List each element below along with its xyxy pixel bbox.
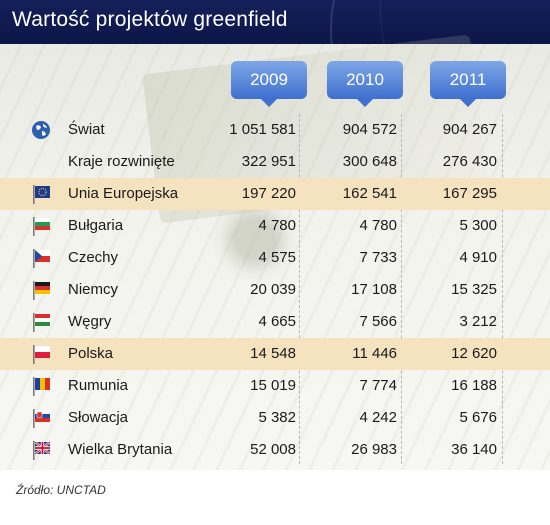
row-label: Unia Europejska	[68, 185, 179, 202]
row-label: Słowacja	[68, 409, 129, 426]
table-row: Świat 1 051 581 904 572 904 267	[0, 114, 550, 146]
row-label: Polska	[68, 345, 114, 362]
eu-flag-icon	[30, 183, 52, 205]
poland-flag-icon	[30, 343, 52, 365]
table-row: Słowacja 5 382 4 242 5 676	[0, 402, 550, 434]
bulgaria-flag-icon	[30, 215, 52, 237]
column-header-2010: 2010	[327, 61, 403, 107]
row-label: Bułgaria	[68, 217, 124, 234]
romania-flag-icon	[30, 375, 52, 397]
value-cell-2009: 322 951	[241, 153, 296, 170]
value-cell-2009: 15 019	[250, 377, 296, 394]
row-label: Wielka Brytania	[68, 441, 173, 458]
row-label: Rumunia	[68, 377, 129, 394]
value-cell-2011: 5 676	[459, 409, 497, 426]
header-decoration	[380, 0, 550, 44]
value-cell-2010: 11 446	[352, 345, 397, 362]
table-row: Węgry 4 665 7 566 3 212	[0, 306, 550, 338]
value-cell-2010: 7 733	[359, 249, 397, 266]
value-cell-2011: 16 188	[451, 377, 497, 394]
value-cell-2011: 904 267	[442, 121, 497, 138]
value-cell-2009: 20 039	[250, 281, 296, 298]
value-cell-2009: 52 008	[250, 441, 296, 458]
value-cell-2010: 7 566	[359, 313, 397, 330]
value-cell-2010: 4 242	[359, 409, 397, 426]
value-cell-2009: 4 665	[258, 313, 296, 330]
source-note: Źródło: UNCTAD	[16, 483, 106, 497]
row-label: Kraje rozwinięte	[68, 153, 175, 170]
value-cell-2010: 904 572	[342, 121, 397, 138]
header-bar: Wartość projektów greenfield	[0, 0, 550, 44]
value-cell-2009: 14 548	[250, 345, 296, 362]
table-row: Unia Europejska 197 220 162 541 167 295	[0, 178, 550, 210]
germany-flag-icon	[30, 279, 52, 301]
column-divider	[401, 114, 402, 464]
value-cell-2011: 4 910	[459, 249, 497, 266]
background-image	[0, 34, 550, 470]
row-label: Niemcy	[68, 281, 119, 298]
value-cell-2009: 4 575	[258, 249, 296, 266]
value-cell-2009: 1 051 581	[229, 121, 296, 138]
row-label: Węgry	[68, 313, 112, 330]
table-row: Kraje rozwinięte 322 951 300 648 276 430	[0, 146, 550, 178]
column-header-2009: 2009	[231, 61, 307, 107]
page-title: Wartość projektów greenfield	[12, 8, 288, 31]
value-cell-2010: 17 108	[351, 281, 397, 298]
value-cell-2010: 26 983	[351, 441, 397, 458]
value-cell-2010: 7 774	[359, 377, 397, 394]
value-cell-2011: 167 295	[442, 185, 497, 202]
table-row: Czechy 4 575 7 733 4 910	[0, 242, 550, 274]
value-cell-2011: 3 212	[459, 313, 497, 330]
table-row: Rumunia 15 019 7 774 16 188	[0, 370, 550, 402]
value-cell-2010: 162 541	[342, 185, 397, 202]
column-divider	[299, 114, 300, 464]
value-cell-2009: 197 220	[241, 185, 296, 202]
value-cell-2011: 15 325	[451, 281, 497, 298]
value-cell-2009: 4 780	[258, 217, 296, 234]
globe-icon	[30, 119, 52, 141]
czech-flag-icon	[30, 247, 52, 269]
uk-flag-icon	[30, 439, 52, 461]
slovakia-flag-icon	[30, 407, 52, 429]
value-cell-2011: 12 620	[451, 345, 497, 362]
row-label: Czechy	[68, 249, 119, 266]
table-row: Polska 14 548 11 446 12 620	[0, 338, 550, 370]
column-header-2011: 2011	[430, 61, 506, 107]
value-cell-2010: 300 648	[342, 153, 397, 170]
value-cell-2011: 5 300	[459, 217, 497, 234]
table-row: Niemcy 20 039 17 108 15 325	[0, 274, 550, 306]
value-cell-2011: 276 430	[442, 153, 497, 170]
table-row: Wielka Brytania 52 008 26 983 36 140	[0, 434, 550, 466]
header-decoration	[330, 0, 550, 44]
column-divider	[502, 114, 503, 464]
value-cell-2011: 36 140	[451, 441, 497, 458]
table-row: Bułgaria 4 780 4 780 5 300	[0, 210, 550, 242]
value-cell-2010: 4 780	[359, 217, 397, 234]
hungary-flag-icon	[30, 311, 52, 333]
value-cell-2009: 5 382	[258, 409, 296, 426]
row-label: Świat	[68, 121, 105, 138]
